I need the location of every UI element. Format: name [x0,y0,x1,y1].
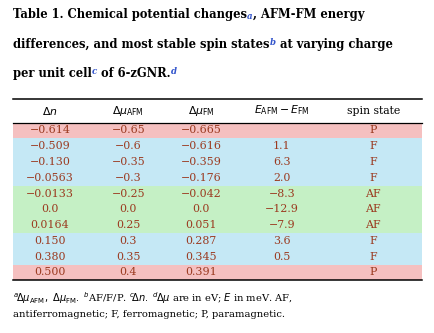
Text: AF: AF [365,188,380,198]
Text: 0.35: 0.35 [116,252,140,262]
Bar [13,138,421,154]
Text: −8.3: −8.3 [268,188,295,198]
Text: −0.176: −0.176 [180,173,221,183]
Bar [13,265,421,280]
Text: 0.150: 0.150 [34,236,66,246]
Text: differences, and most stable spin states: differences, and most stable spin states [13,38,269,51]
Text: 0.0: 0.0 [41,204,59,214]
Text: b: b [269,38,275,47]
Text: d: d [170,67,176,76]
Text: $E_{\mathrm{AFM}}-E_{\mathrm{FM}}$: $E_{\mathrm{AFM}}-E_{\mathrm{FM}}$ [253,104,309,118]
Text: 0.380: 0.380 [34,252,66,262]
Text: −0.35: −0.35 [111,157,145,167]
Text: F: F [368,157,376,167]
Text: −0.614: −0.614 [30,126,70,136]
Text: P: P [369,267,376,277]
Text: −0.3: −0.3 [115,173,141,183]
Text: c: c [92,67,97,76]
Text: 6.3: 6.3 [273,157,290,167]
Bar [13,170,421,186]
Text: −0.042: −0.042 [180,188,221,198]
Text: 3.6: 3.6 [273,236,290,246]
Bar [13,201,421,217]
Text: F: F [368,252,376,262]
Text: −0.25: −0.25 [111,188,145,198]
Text: −7.9: −7.9 [268,220,295,230]
Text: −12.9: −12.9 [264,204,298,214]
Text: $\Delta\mu_{\mathrm{FM}}$: $\Delta\mu_{\mathrm{FM}}$ [187,104,214,118]
Text: AF: AF [365,220,380,230]
Text: a: a [247,12,252,21]
Bar [13,123,421,138]
Text: 0.345: 0.345 [185,252,216,262]
Text: $\Delta\mu_{\mathrm{AFM}}$: $\Delta\mu_{\mathrm{AFM}}$ [112,104,144,118]
Bar [13,154,421,170]
Text: 1.1: 1.1 [273,141,290,151]
Text: AF: AF [365,204,380,214]
Text: P: P [369,126,376,136]
Text: $^a\!\Delta\mu_{\mathrm{AFM}},\ \Delta\mu_{\mathrm{FM}}.$ $^b$AF/F/P. $^c\!\Delt: $^a\!\Delta\mu_{\mathrm{AFM}},\ \Delta\m… [13,290,292,305]
Text: 0.287: 0.287 [185,236,216,246]
Text: −0.616: −0.616 [180,141,221,151]
Text: 0.4: 0.4 [119,267,137,277]
Text: Table 1. Chemical potential changes: Table 1. Chemical potential changes [13,8,247,21]
Text: 0.5: 0.5 [273,252,290,262]
Text: 0.051: 0.051 [185,220,216,230]
Text: −0.0563: −0.0563 [26,173,74,183]
Text: −0.65: −0.65 [111,126,145,136]
Text: F: F [368,173,376,183]
Text: 0.0164: 0.0164 [30,220,69,230]
Text: −0.359: −0.359 [180,157,221,167]
Text: 0.25: 0.25 [116,220,140,230]
Text: 0.500: 0.500 [34,267,66,277]
Text: 0.0: 0.0 [192,204,209,214]
Text: of 6-zGNR.: of 6-zGNR. [97,67,170,80]
Bar [13,233,421,249]
Bar [13,217,421,233]
Text: 0.3: 0.3 [119,236,137,246]
Bar [13,186,421,201]
Text: −0.509: −0.509 [30,141,70,151]
Text: $\Delta n$: $\Delta n$ [42,105,58,117]
Text: −0.130: −0.130 [30,157,70,167]
Text: F: F [368,141,376,151]
Text: 2.0: 2.0 [273,173,290,183]
Text: −0.6: −0.6 [115,141,141,151]
Text: spin state: spin state [346,106,399,116]
Text: F: F [368,236,376,246]
Text: −0.665: −0.665 [180,126,221,136]
Text: per unit cell: per unit cell [13,67,92,80]
Bar [13,249,421,265]
Text: 0.0: 0.0 [119,204,137,214]
Text: , AFM-FM energy: , AFM-FM energy [252,8,363,21]
Text: −0.0133: −0.0133 [26,188,74,198]
Text: 0.391: 0.391 [185,267,216,277]
Text: at varying charge: at varying charge [275,38,391,51]
Text: antiferromagnetic; F, ferromagnetic; P, paramagnetic.: antiferromagnetic; F, ferromagnetic; P, … [13,310,284,319]
